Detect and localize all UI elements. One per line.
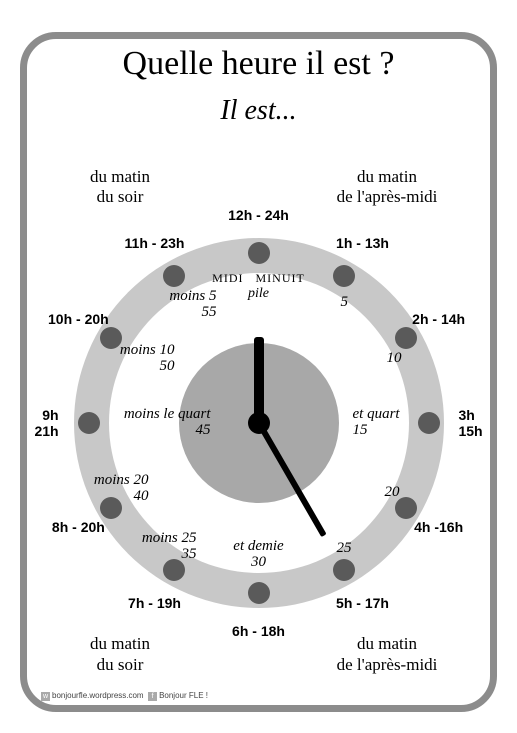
corner-top-right: du matin de l'après-midi (302, 167, 472, 208)
credit-site: bonjourfle.wordpress.com (52, 691, 144, 700)
page-subtitle: Il est... (27, 95, 490, 127)
hour-dot (333, 559, 355, 581)
hour-dot (248, 242, 270, 264)
minute-50-word: moins 10 (120, 342, 175, 358)
minuit-label: MINUIT (256, 271, 305, 285)
corner-bl-line2: du soir (97, 655, 144, 674)
minute-55: moins 5 55 (169, 289, 216, 321)
hour-dot (78, 412, 100, 434)
corner-br-line1: du matin (357, 634, 417, 653)
hour-dot (418, 412, 440, 434)
corner-tl-line2: du soir (97, 187, 144, 206)
hour-dot (333, 265, 355, 287)
minute-35-word: moins 25 (142, 530, 197, 546)
minute-30: et demie 30 (233, 539, 283, 571)
minute-10-num: 10 (387, 350, 402, 366)
minute-55-word: moins 5 (169, 288, 216, 304)
hour-label-11: 11h - 23h (125, 235, 185, 251)
minute-40: moins 20 40 (94, 473, 149, 505)
corner-tr-line1: du matin (357, 167, 417, 186)
hour-dot (163, 559, 185, 581)
minute-10: 10 (387, 351, 402, 367)
credit-line: wbonjourfle.wordpress.com fBonjour FLE ! (41, 691, 208, 701)
minute-45: moins le quart 45 (124, 407, 211, 439)
minute-20: 20 (385, 485, 400, 501)
minute-5: 5 (341, 295, 349, 311)
pile-label: pile (248, 286, 269, 301)
minute-15-word: et quart (353, 406, 400, 422)
hour-label-4: 4h -16h (414, 519, 463, 535)
hour-dot (395, 327, 417, 349)
clock-pivot (248, 412, 270, 434)
hour-dot (248, 582, 270, 604)
minute-15: et quart 15 (353, 407, 400, 439)
minute-40-word: moins 20 (94, 472, 149, 488)
minute-30-num: 30 (251, 554, 266, 570)
minute-50: moins 10 50 (120, 343, 175, 375)
hour-label-12: 12h - 24h (228, 207, 289, 223)
hour-label-7: 7h - 19h (128, 595, 181, 611)
hour-label-9b: 21h (34, 423, 58, 439)
corner-top-left: du matin du soir (45, 167, 195, 208)
minute-5-num: 5 (341, 294, 349, 310)
minute-35: moins 25 35 (142, 531, 197, 563)
minute-30-word: et demie (233, 538, 283, 554)
hour-label-3b: 15h (458, 423, 482, 439)
minute-35-num: 35 (182, 546, 197, 562)
credit-name: Bonjour FLE ! (159, 691, 208, 700)
corner-br-line2: de l'après-midi (337, 655, 438, 674)
hour-label-10: 10h - 20h (48, 311, 109, 327)
hour-label-3: 3h 15h (458, 407, 482, 439)
hour-label-5: 5h - 17h (336, 595, 389, 611)
minute-25-num: 25 (337, 540, 352, 556)
minute-50-num: 50 (160, 358, 175, 374)
minute-15-num: 15 (353, 422, 368, 438)
hour-hand (254, 337, 264, 423)
corner-bl-line1: du matin (90, 634, 150, 653)
corner-bottom-right: du matin de l'après-midi (302, 634, 472, 675)
hour-label-9: 9h 21h (34, 407, 58, 439)
minute-45-num: 45 (196, 422, 211, 438)
hour-label-2: 2h - 14h (412, 311, 465, 327)
credit-icon: w (41, 692, 50, 701)
corner-tl-line1: du matin (90, 167, 150, 186)
minute-20-num: 20 (385, 484, 400, 500)
hour-label-6: 6h - 18h (232, 623, 285, 639)
hour-label-8: 8h - 20h (52, 519, 105, 535)
midi-label: MIDI (212, 271, 243, 285)
page-frame: Quelle heure il est ? Il est... du matin… (20, 32, 497, 712)
minute-45-word: moins le quart (124, 406, 211, 422)
hour-label-9a: 9h (42, 407, 58, 423)
page-title: Quelle heure il est ? (27, 45, 490, 83)
hour-dot (163, 265, 185, 287)
minute-55-num: 55 (202, 304, 217, 320)
hour-label-3a: 3h (458, 407, 474, 423)
minute-40-num: 40 (134, 488, 149, 504)
minute-25: 25 (337, 541, 352, 557)
hour-label-1: 1h - 13h (336, 235, 389, 251)
corner-tr-line2: de l'après-midi (337, 187, 438, 206)
top-inside: MIDI MINUIT pile (212, 271, 305, 302)
credit-icon: f (148, 692, 157, 701)
corner-bottom-left: du matin du soir (45, 634, 195, 675)
